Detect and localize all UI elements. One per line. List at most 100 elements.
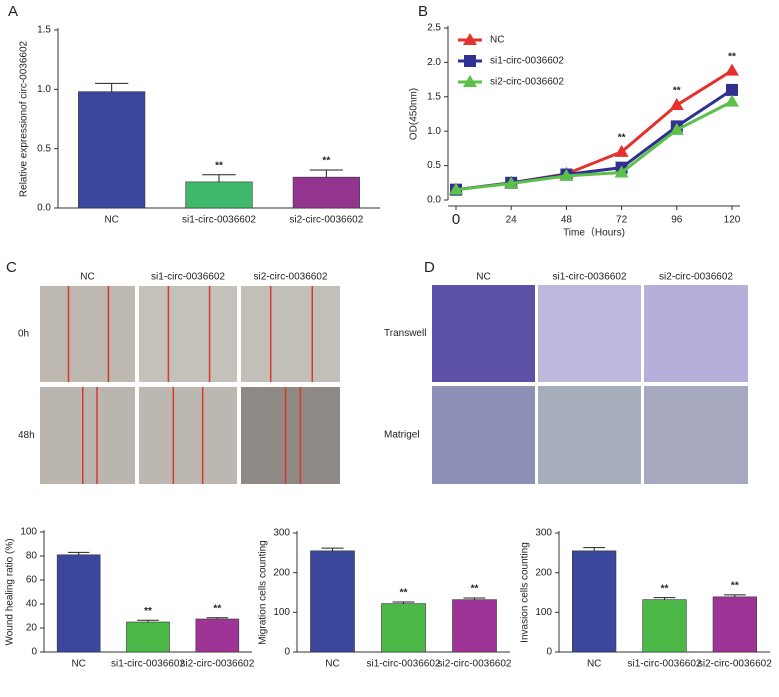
y-axis-label: Invasion cells counting	[520, 542, 531, 643]
y-tick-label: 0.0	[427, 195, 441, 206]
y-tick-label: 200	[273, 567, 290, 578]
marker	[725, 63, 739, 76]
bar	[381, 603, 426, 653]
bar	[56, 554, 101, 653]
legend-label: si1-circ-0036602	[490, 56, 564, 67]
marker	[504, 176, 519, 189]
panel-label: C	[6, 259, 17, 276]
legend-label: NC	[490, 35, 504, 46]
bar	[195, 618, 240, 653]
significance: **	[673, 86, 681, 97]
x-tick-label: NC	[325, 659, 339, 670]
x-tick-label: si1-circ-0036602	[182, 215, 256, 226]
bar	[310, 550, 355, 653]
x-axis-label: Time（Hours)	[563, 227, 625, 239]
marker	[669, 122, 684, 135]
row-label: 0h	[18, 329, 29, 340]
legend-marker	[463, 33, 477, 45]
x-tick-label: si1-circ-0036602	[367, 659, 441, 670]
micrograph	[538, 386, 641, 484]
column-label: NC	[80, 272, 94, 283]
significance: **	[400, 588, 408, 599]
y-tick-label: 20	[26, 623, 38, 634]
marker	[559, 168, 574, 181]
row-label: Transwell	[384, 328, 426, 339]
x-tick-label: si2-circ-0036602	[180, 659, 254, 670]
panel-label: A	[8, 3, 18, 20]
y-tick-label: 200	[535, 567, 552, 578]
marker	[726, 83, 738, 96]
bar	[572, 550, 617, 653]
micrograph	[432, 285, 535, 382]
micrograph	[139, 387, 237, 484]
y-tick-label: 1.0	[427, 126, 441, 137]
y-tick-label: 40	[26, 599, 38, 610]
significance: **	[213, 603, 221, 614]
y-tick-label: 60	[26, 575, 38, 586]
x-tick-label: NC	[587, 659, 601, 670]
x-tick-label: NC	[71, 659, 85, 670]
x-tick-label: 0	[452, 211, 460, 228]
x-tick-label: si2-circ-0036602	[698, 659, 772, 670]
y-tick-label: 300	[273, 528, 290, 539]
y-tick-label: 0.5	[37, 143, 51, 154]
x-tick-label: 72	[616, 215, 628, 226]
bar	[712, 596, 757, 653]
marker	[725, 94, 739, 107]
y-tick-label: 100	[273, 607, 290, 618]
y-tick-label: 1.5	[427, 91, 441, 102]
bar	[126, 621, 170, 653]
y-tick-label: 2.5	[427, 23, 441, 34]
y-axis-label: Wound healing ratio (%)	[5, 538, 16, 645]
significance: **	[215, 160, 223, 171]
y-tick-label: 80	[26, 551, 38, 562]
x-tick-label: 120	[724, 215, 741, 226]
micrograph	[241, 286, 340, 382]
x-tick-label: si2-circ-0036602	[438, 659, 512, 670]
y-tick-label: 2.0	[427, 57, 441, 68]
y-tick-label: 100	[20, 527, 37, 538]
marker	[449, 182, 463, 195]
y-tick-label: 0	[546, 647, 552, 658]
bar	[78, 91, 146, 209]
significance: **	[618, 132, 626, 143]
legend-label: si2-circ-0036602	[490, 77, 564, 88]
micrograph	[40, 286, 135, 382]
significance: **	[731, 581, 739, 592]
x-tick-label: si1-circ-0036602	[628, 659, 702, 670]
y-axis-label: OD(450nm)	[409, 88, 420, 140]
column-label: si1-circ-0036602	[553, 272, 627, 283]
legend-marker	[464, 55, 476, 67]
bar	[452, 599, 497, 653]
micrograph	[139, 286, 237, 382]
y-tick-label: 0	[284, 647, 290, 658]
column-label: NC	[476, 272, 490, 283]
column-label: si2-circ-0036602	[254, 272, 328, 283]
y-tick-label: 100	[535, 607, 552, 618]
micrograph	[432, 386, 535, 484]
micrograph	[241, 387, 340, 484]
bar	[642, 599, 687, 653]
line	[455, 100, 733, 192]
panel-label: D	[424, 259, 435, 276]
column-label: si1-circ-0036602	[151, 272, 225, 283]
significance: **	[471, 584, 479, 595]
row-label: 48h	[18, 430, 35, 441]
x-tick-label: 96	[671, 215, 683, 226]
marker	[614, 165, 629, 178]
y-tick-label: 1.0	[37, 84, 51, 95]
y-axis-label: Migration cells counting	[258, 540, 269, 645]
bar	[185, 181, 253, 209]
legend-marker	[463, 75, 477, 87]
panel-label: B	[418, 3, 428, 20]
x-tick-label: 48	[561, 215, 573, 226]
y-tick-label: 0.5	[427, 160, 441, 171]
marker	[669, 98, 684, 111]
significance: **	[144, 606, 152, 617]
significance: **	[728, 51, 736, 62]
marker	[614, 144, 629, 157]
y-axis-label: Relative expressionof circ-0036602	[19, 40, 30, 197]
micrograph	[644, 386, 748, 484]
x-tick-label: 24	[506, 215, 518, 226]
